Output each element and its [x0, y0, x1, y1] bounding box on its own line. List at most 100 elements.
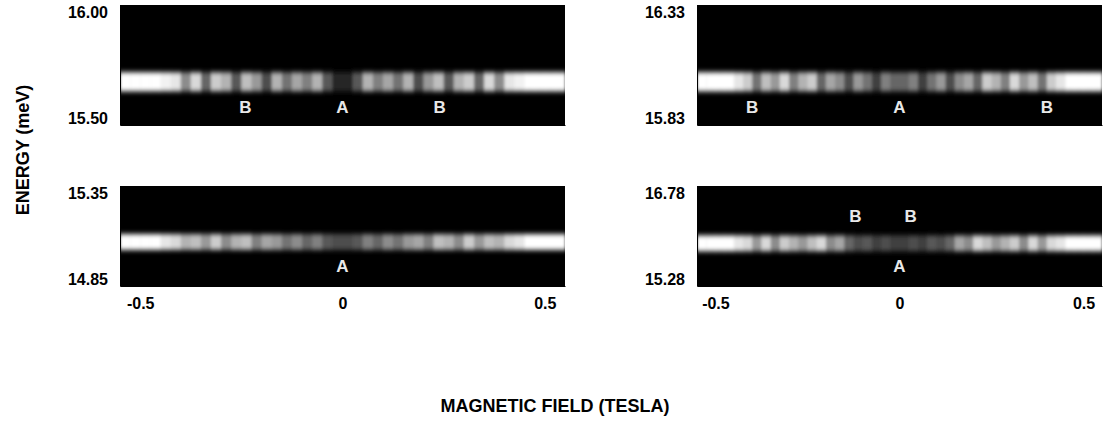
band — [697, 235, 1102, 251]
tick: 16.33 — [645, 4, 697, 21]
heat-cell — [363, 234, 374, 250]
heat-cell — [302, 72, 313, 91]
tick-label: 15.35 — [68, 185, 108, 202]
band — [697, 72, 1102, 91]
annotation: B — [1041, 98, 1053, 117]
tick: 0 — [339, 286, 348, 312]
heat-cell — [1065, 72, 1075, 91]
heat-cell — [171, 234, 182, 250]
heat-cell — [872, 72, 882, 91]
heat-cell — [1065, 235, 1075, 251]
plot-area — [120, 72, 565, 91]
heat-cell — [262, 72, 273, 91]
heat-cell — [120, 234, 131, 250]
heat-cell — [1019, 235, 1029, 251]
tick-label: 15.83 — [645, 110, 685, 127]
heat-cell — [343, 72, 354, 91]
heat-cell — [734, 235, 744, 251]
heat-cell — [853, 235, 863, 251]
heat-cell — [826, 72, 836, 91]
heat-cell — [697, 235, 707, 251]
heat-cell — [955, 235, 965, 251]
heat-cell — [706, 235, 716, 251]
tick-label: 0 — [339, 295, 348, 312]
heat-cell — [973, 235, 983, 251]
panel-background — [697, 5, 1102, 125]
heat-cell — [545, 72, 556, 91]
heat-cell — [413, 234, 424, 250]
heat-cell — [890, 72, 900, 91]
heat-cell — [835, 72, 845, 91]
heat-cell — [881, 235, 891, 251]
heat-cell — [413, 72, 424, 91]
heat-cell — [1093, 72, 1102, 91]
x-axis — [121, 125, 566, 126]
heat-cell — [817, 72, 827, 91]
annotation: B — [904, 207, 916, 226]
heat-cell — [752, 235, 762, 251]
plot-area — [120, 234, 565, 250]
axis-line — [121, 125, 566, 126]
axis-line — [121, 286, 566, 287]
heat-cell — [282, 72, 293, 91]
panel-background — [120, 186, 565, 286]
heat-cell — [494, 234, 505, 250]
heat-cell — [555, 234, 565, 250]
y-axis: 16.7815.28 — [645, 185, 698, 288]
heat-cell — [1010, 72, 1020, 91]
heat-cell — [403, 234, 414, 250]
heat-cell — [992, 72, 1002, 91]
heat-cell — [343, 234, 354, 250]
heat-cell — [909, 235, 919, 251]
heat-cell — [761, 72, 771, 91]
heat-cell — [353, 72, 364, 91]
heat-cell — [525, 72, 536, 91]
heat-cell — [241, 72, 252, 91]
heat-cell — [1019, 72, 1029, 91]
heat-cell — [514, 234, 525, 250]
heat-cell — [221, 72, 232, 91]
heat-cell — [844, 72, 854, 91]
heat-cell — [1047, 72, 1057, 91]
tick-label: 15.50 — [68, 110, 108, 127]
heat-cell — [353, 234, 364, 250]
heat-cell — [863, 72, 873, 91]
axis-line — [120, 187, 121, 287]
heat-cell — [725, 235, 735, 251]
heat-cell — [789, 72, 799, 91]
heat-cell — [171, 72, 182, 91]
heat-cell — [423, 72, 434, 91]
heat-cell — [312, 72, 323, 91]
heat-cell — [964, 72, 974, 91]
tick: 15.83 — [645, 110, 697, 127]
heat-cell — [1074, 235, 1084, 251]
heat-cell — [863, 235, 873, 251]
heat-cell — [474, 234, 485, 250]
heat-cell — [798, 235, 808, 251]
annotation: B — [239, 98, 251, 117]
heat-cell — [982, 72, 992, 91]
heat-cell — [373, 234, 384, 250]
heat-cell — [835, 235, 845, 251]
x-axis — [698, 125, 1103, 126]
x-axis: -0.5 0 0.5 — [121, 286, 566, 312]
heat-cell — [332, 72, 343, 91]
tick-label: -0.5 — [127, 295, 155, 312]
annotation: B — [849, 207, 861, 226]
heat-cell — [191, 234, 202, 250]
heat-cell — [900, 72, 910, 91]
heat-cell — [454, 234, 465, 250]
tick-label: 16.78 — [645, 185, 685, 202]
heat-cell — [881, 72, 891, 91]
heat-cell — [363, 72, 374, 91]
heat-cell — [251, 234, 262, 250]
tick: 0.5 — [534, 286, 556, 312]
heat-cell — [909, 72, 919, 91]
heat-cell — [1001, 72, 1011, 91]
heat-cell — [292, 72, 303, 91]
heat-cell — [1047, 235, 1057, 251]
heat-cell — [1038, 72, 1048, 91]
panel: 15.3514.85-0.500.5A — [68, 185, 566, 312]
heat-cell — [181, 234, 192, 250]
heat-cell — [211, 72, 222, 91]
